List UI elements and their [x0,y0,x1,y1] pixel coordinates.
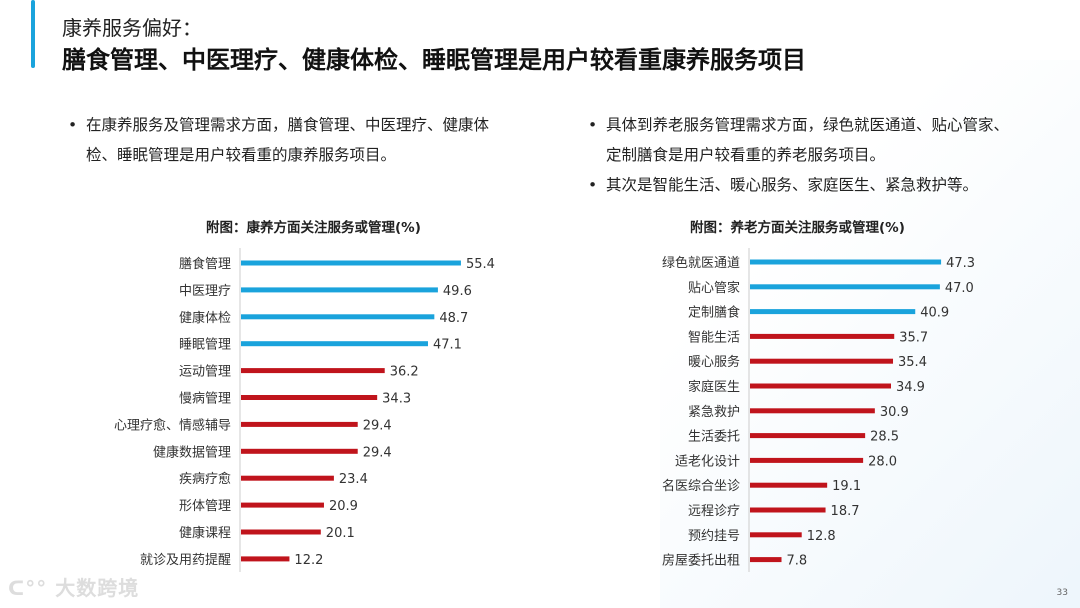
value-label: 28.0 [868,454,897,469]
category-label: 智能生活 [688,330,740,345]
bar [750,408,875,414]
value-label: 47.0 [945,281,974,296]
bar [241,260,461,266]
value-label: 19.1 [832,479,861,494]
value-label: 47.1 [433,338,462,353]
value-label: 55.4 [466,257,495,272]
category-label: 疾病疗愈 [179,472,231,487]
left-chart-title: 附图：康养方面关注服务或管理(%) [206,220,421,236]
right-chart-title: 附图：养老方面关注服务或管理(%) [690,220,905,236]
value-label: 49.6 [443,284,472,299]
bar [241,448,358,454]
value-label: 7.8 [787,554,808,569]
bullet-text: 其次是智能生活、暖心服务、家庭医生、紧急救护等。 [586,170,1016,200]
value-label: 30.9 [880,405,909,420]
bar [750,482,828,488]
value-label: 34.3 [382,392,411,407]
category-label: 心理疗愈、情感辅导 [114,417,231,433]
bullet-text: 具体到养老服务管理需求方面，绿色就医通道、贴心管家、定制膳食是用户较看重的养老服… [586,110,1016,170]
category-label: 定制膳食 [688,305,740,321]
bar [241,529,321,535]
category-label: 贴心管家 [688,280,740,296]
value-label: 23.4 [339,472,368,487]
bar [750,358,894,364]
category-label: 预约挂号 [688,529,740,544]
bar [750,507,826,513]
left-bullets: 在康养服务及管理需求方面，膳食管理、中医理疗、健康体检、睡眠管理是用户较看重的康… [66,110,506,170]
category-label: 就诊及用药提醒 [140,552,231,568]
right-bullets: 具体到养老服务管理需求方面，绿色就医通道、贴心管家、定制膳食是用户较看重的养老服… [586,110,1016,200]
category-label: 形体管理 [179,499,231,514]
category-label: 健康体检 [179,310,231,326]
bar [241,475,334,481]
category-label: 绿色就医通道 [662,255,740,271]
category-label: 紧急救护 [688,404,740,420]
bar [750,333,895,339]
value-label: 29.4 [363,418,392,433]
value-label: 47.3 [946,256,975,271]
bar [750,457,864,463]
value-label: 20.1 [326,526,355,541]
category-label: 名医综合坐诊 [662,478,740,494]
category-label: 适老化设计 [675,454,740,469]
bar [750,284,940,290]
category-label: 健康数据管理 [153,444,231,460]
page-subtitle: 康养服务偏好： [62,16,202,40]
watermark-logo: ᑕ°° 大数跨境 [8,576,140,600]
category-label: 暖心服务 [688,354,740,370]
bar [750,532,802,538]
title-accent-bar [31,0,35,68]
value-label: 48.7 [439,311,468,326]
value-label: 35.7 [899,330,928,345]
category-label: 房屋委托出租 [662,553,740,569]
value-label: 18.7 [831,504,860,519]
page-number: 33 [1056,588,1068,598]
value-label: 20.9 [329,499,358,514]
category-label: 家庭医生 [688,379,740,395]
bar [241,314,435,320]
category-label: 睡眠管理 [179,338,231,353]
bar [241,502,324,508]
bar [241,287,438,293]
bar [750,309,916,315]
value-label: 40.9 [920,306,949,321]
value-label: 12.2 [294,553,323,568]
bar [241,368,385,374]
value-label: 28.5 [870,430,899,445]
bar [750,557,782,563]
bar [241,341,428,347]
category-label: 运动管理 [179,365,231,380]
bar [241,395,378,400]
page-title: 膳食管理、中医理疗、健康体检、睡眠管理是用户较看重康养服务项目 [62,46,806,74]
value-label: 34.9 [896,380,925,395]
value-label: 35.4 [898,355,927,370]
value-label: 29.4 [363,445,392,460]
bar [241,556,290,562]
bar [241,421,358,427]
bullet-text: 在康养服务及管理需求方面，膳食管理、中医理疗、健康体检、睡眠管理是用户较看重的康… [66,110,506,170]
value-label: 12.8 [807,529,836,544]
category-label: 慢病管理 [179,391,231,407]
category-label: 中医理疗 [179,284,231,299]
value-label: 36.2 [390,365,419,380]
bar [750,383,891,389]
category-label: 生活委托 [688,430,740,445]
category-label: 远程诊疗 [688,504,740,519]
bar [750,259,942,265]
category-label: 膳食管理 [179,256,231,272]
bar [750,433,866,439]
category-label: 健康课程 [179,525,231,541]
